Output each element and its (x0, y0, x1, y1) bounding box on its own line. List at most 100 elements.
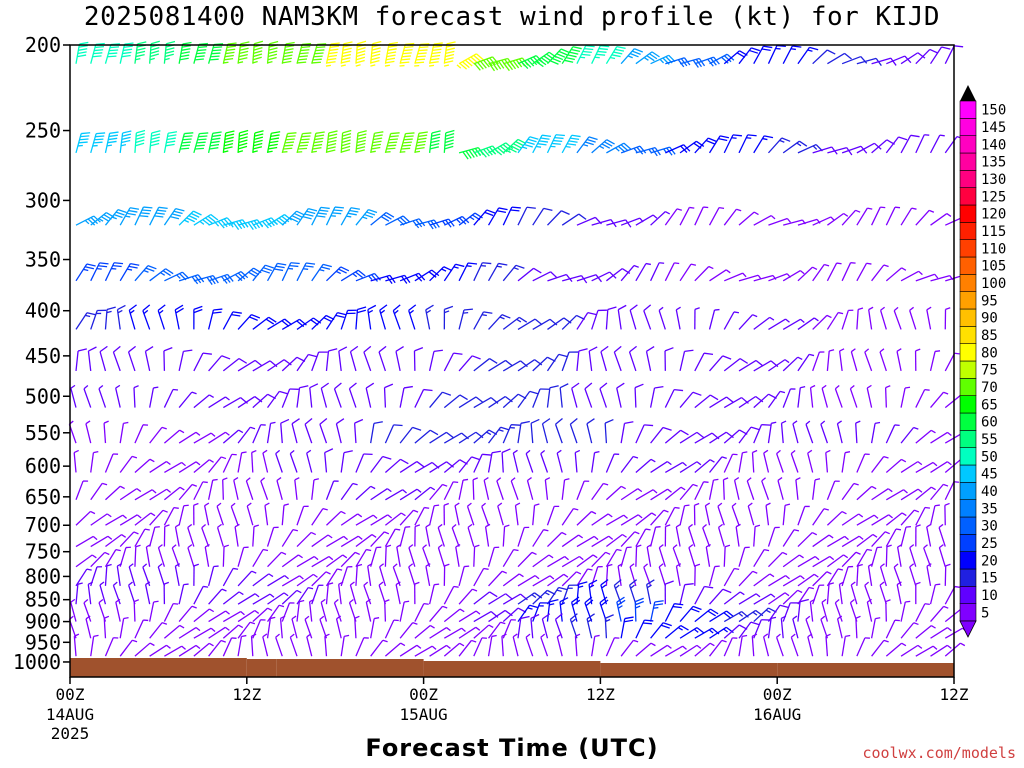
wind-barb (541, 418, 551, 444)
wind-barb (591, 451, 600, 473)
wind-barb (856, 207, 873, 226)
wind-barb (856, 533, 878, 548)
wind-barb (867, 563, 874, 586)
wind-barb (281, 575, 304, 587)
wind-barb (723, 208, 742, 226)
wind-barb (266, 526, 279, 547)
wind-barb (664, 603, 684, 622)
wind-barb (385, 489, 407, 501)
wind-barb (370, 617, 380, 639)
wind-barb (635, 544, 642, 567)
wind-barb (827, 52, 852, 65)
colorbar-label: 110 (981, 241, 1006, 257)
wind-barb (385, 215, 411, 226)
wind-barb (119, 207, 140, 226)
wind-barb (765, 502, 771, 526)
wind-barb (679, 206, 695, 226)
colorbar-label: 80 (981, 345, 998, 361)
wind-barb (826, 568, 844, 587)
wind-barb (827, 212, 849, 226)
colorbar-label: 25 (981, 536, 998, 552)
colorbar-label: 10 (981, 588, 998, 604)
wind-barb (688, 523, 696, 547)
wind-barb (75, 535, 98, 548)
wind-barb (510, 477, 519, 500)
credit-link[interactable]: coolwx.com/models (862, 744, 1016, 762)
wind-barb (119, 455, 138, 473)
wind-barb (174, 563, 181, 587)
wind-barb (605, 453, 620, 473)
y-tick-label: 450 (25, 344, 61, 368)
wind-barb (294, 477, 300, 500)
wind-barb (753, 316, 775, 330)
wind-barb (569, 613, 578, 639)
wind-barb (119, 421, 129, 444)
colorbar-label: 85 (981, 328, 998, 344)
wind-barb (85, 615, 92, 639)
wind-barb (458, 308, 473, 330)
wind-barb (443, 608, 465, 623)
wind-barb (178, 41, 192, 64)
wind-barb (885, 642, 907, 657)
wind-barb (665, 461, 687, 474)
wind-barb (473, 624, 494, 639)
x-tick-label: 12Z (940, 685, 969, 704)
x-tick-label: 00Z (56, 685, 85, 704)
wind-barb (296, 573, 318, 587)
wind-barb (237, 426, 256, 444)
wind-barb (605, 637, 620, 657)
wind-barb (826, 262, 842, 282)
wind-barb (738, 546, 750, 567)
wind-barb (104, 209, 127, 226)
wind-barb (222, 624, 244, 639)
wind-barb (281, 132, 297, 154)
wind-barb (871, 531, 890, 547)
colorbar-label: 95 (981, 293, 998, 309)
wind-barb (355, 514, 378, 526)
wind-barb (414, 43, 430, 67)
wind-barb (767, 44, 786, 64)
colorbar-label: 70 (981, 380, 998, 396)
wind-barb (584, 382, 593, 408)
wind-barb (395, 581, 401, 605)
wind-barb (311, 478, 319, 500)
wind-barb (546, 586, 568, 605)
wind-barb (291, 418, 300, 444)
wind-barb (675, 306, 681, 330)
wind-barb (487, 634, 497, 657)
wind-barb (561, 478, 570, 500)
wind-barb (325, 348, 338, 371)
wind-barb (311, 584, 324, 605)
wind-barb (208, 456, 227, 473)
wind-barb (782, 45, 802, 65)
wind-barb (664, 388, 684, 408)
wind-barb (900, 600, 911, 622)
wind-barb (532, 271, 558, 282)
wind-barb (399, 509, 419, 526)
y-tick-label: 350 (25, 248, 61, 272)
wind-barb (467, 523, 475, 547)
wind-barb (797, 586, 814, 605)
wind-barb (104, 306, 116, 330)
wind-barb (915, 134, 930, 154)
wind-barb (724, 272, 747, 282)
wind-barb (540, 633, 549, 657)
wind-barb (384, 458, 409, 473)
wind-barb (128, 563, 136, 587)
wind-barb (635, 619, 654, 639)
wind-barb (782, 356, 803, 372)
wind-barb (616, 382, 625, 408)
wind-barb (127, 345, 137, 372)
wind-barb (849, 385, 858, 408)
wind-barb (340, 129, 352, 153)
wind-barb (525, 633, 534, 657)
wind-barb (348, 382, 357, 408)
wind-barb (751, 449, 758, 473)
colorbar-label: 75 (981, 363, 998, 379)
wind-barb (617, 304, 627, 330)
wind-barb (664, 580, 674, 605)
wind-barb (944, 352, 960, 372)
wind-barb (613, 579, 622, 605)
wind-barb (812, 49, 836, 65)
wind-barb (544, 477, 551, 500)
